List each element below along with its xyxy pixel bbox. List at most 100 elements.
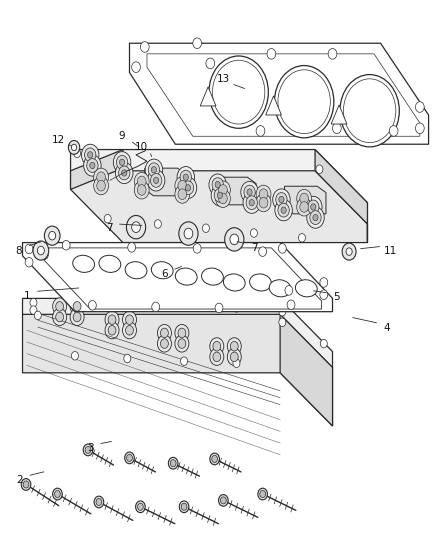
- Circle shape: [138, 503, 143, 510]
- Circle shape: [210, 349, 224, 366]
- Circle shape: [180, 301, 187, 309]
- Circle shape: [298, 233, 305, 242]
- Circle shape: [256, 126, 265, 136]
- Circle shape: [244, 185, 255, 199]
- Text: 4: 4: [384, 322, 390, 333]
- Circle shape: [175, 335, 189, 352]
- Circle shape: [73, 302, 81, 311]
- Circle shape: [215, 181, 230, 199]
- Circle shape: [276, 192, 287, 206]
- Circle shape: [249, 199, 254, 206]
- Circle shape: [233, 359, 240, 368]
- Circle shape: [153, 177, 159, 183]
- Circle shape: [30, 306, 37, 314]
- Circle shape: [134, 181, 149, 199]
- Circle shape: [97, 172, 106, 182]
- Circle shape: [138, 176, 146, 187]
- Circle shape: [316, 165, 323, 173]
- Circle shape: [332, 123, 341, 134]
- Ellipse shape: [73, 255, 95, 272]
- Circle shape: [180, 357, 187, 366]
- Circle shape: [311, 204, 316, 210]
- Circle shape: [307, 207, 324, 228]
- Circle shape: [141, 42, 149, 52]
- Circle shape: [136, 501, 145, 513]
- Ellipse shape: [201, 268, 223, 285]
- Circle shape: [178, 328, 186, 338]
- Circle shape: [185, 184, 191, 191]
- Polygon shape: [145, 168, 186, 196]
- Circle shape: [227, 338, 241, 355]
- Circle shape: [179, 501, 189, 513]
- Circle shape: [177, 166, 194, 188]
- Circle shape: [150, 173, 162, 187]
- Circle shape: [340, 75, 399, 147]
- Circle shape: [278, 203, 289, 217]
- Circle shape: [215, 303, 223, 313]
- Circle shape: [53, 309, 67, 326]
- Circle shape: [148, 163, 159, 176]
- Circle shape: [145, 159, 162, 180]
- Circle shape: [213, 342, 221, 351]
- Circle shape: [281, 207, 286, 213]
- Circle shape: [157, 325, 171, 342]
- Circle shape: [148, 169, 165, 191]
- Circle shape: [83, 444, 93, 456]
- Circle shape: [170, 459, 176, 467]
- Circle shape: [227, 349, 241, 366]
- Circle shape: [209, 56, 268, 128]
- Circle shape: [25, 257, 33, 267]
- Circle shape: [279, 244, 286, 253]
- Circle shape: [256, 185, 271, 203]
- Circle shape: [328, 49, 337, 59]
- Circle shape: [70, 309, 84, 326]
- Text: 12: 12: [52, 135, 65, 145]
- Text: 2: 2: [16, 475, 23, 485]
- Circle shape: [213, 352, 221, 362]
- Text: 7: 7: [106, 223, 112, 233]
- Circle shape: [320, 290, 328, 300]
- Circle shape: [56, 302, 64, 311]
- Circle shape: [212, 177, 223, 191]
- Circle shape: [313, 214, 318, 221]
- Circle shape: [105, 311, 119, 328]
- Circle shape: [260, 490, 265, 497]
- Circle shape: [55, 490, 60, 497]
- Circle shape: [71, 296, 78, 304]
- Circle shape: [116, 163, 133, 183]
- Circle shape: [278, 70, 330, 134]
- Circle shape: [108, 326, 116, 335]
- Ellipse shape: [223, 274, 245, 291]
- Circle shape: [134, 172, 149, 190]
- Circle shape: [210, 338, 224, 355]
- Circle shape: [30, 298, 37, 307]
- Circle shape: [71, 352, 78, 360]
- Circle shape: [113, 152, 131, 173]
- Circle shape: [247, 189, 252, 195]
- Circle shape: [160, 339, 168, 349]
- Circle shape: [210, 453, 219, 465]
- Circle shape: [193, 244, 201, 253]
- Circle shape: [230, 342, 238, 351]
- Circle shape: [272, 294, 279, 303]
- Circle shape: [273, 189, 290, 210]
- Circle shape: [181, 503, 187, 510]
- Circle shape: [275, 199, 292, 221]
- Circle shape: [62, 240, 70, 250]
- Circle shape: [97, 180, 106, 191]
- Circle shape: [267, 49, 276, 59]
- Circle shape: [88, 301, 96, 310]
- Ellipse shape: [99, 255, 121, 272]
- Text: 6: 6: [161, 270, 168, 279]
- Circle shape: [23, 481, 29, 488]
- Circle shape: [258, 488, 268, 500]
- Circle shape: [214, 188, 226, 202]
- Ellipse shape: [152, 262, 173, 279]
- Circle shape: [297, 189, 311, 207]
- Text: 7: 7: [251, 243, 257, 253]
- Circle shape: [53, 298, 67, 315]
- Circle shape: [179, 222, 198, 245]
- Circle shape: [85, 447, 91, 454]
- Circle shape: [320, 340, 327, 348]
- Circle shape: [211, 184, 229, 206]
